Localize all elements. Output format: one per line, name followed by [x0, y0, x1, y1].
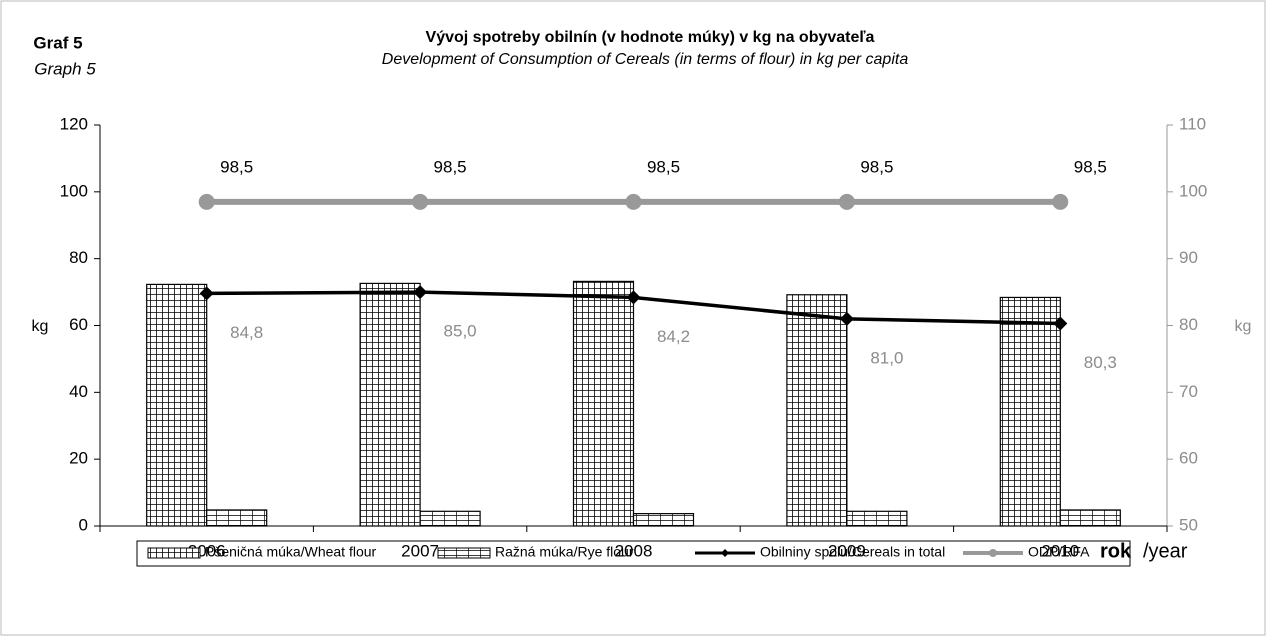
data-label: 98,5 [1074, 157, 1107, 176]
legend-swatch [989, 549, 997, 557]
x-tick-label: 2007 [401, 541, 439, 560]
y2-tick-label: 70 [1179, 382, 1198, 401]
chart-title: Vývoj spotreby obilnín (v hodnote múky) … [426, 29, 875, 46]
y2-tick-label: 90 [1179, 248, 1198, 267]
legend-label: ODP/RFA [1028, 544, 1090, 560]
bar [146, 283, 208, 527]
legend-swatch [721, 549, 729, 557]
data-label: 98,5 [220, 157, 253, 176]
bar [572, 280, 635, 527]
bar [206, 509, 268, 527]
x-tick-label: 2008 [615, 541, 653, 560]
legend-swatch [437, 547, 491, 559]
marker [838, 193, 855, 210]
graph-label-en: Graph 5 [34, 59, 96, 78]
marker [198, 193, 215, 210]
marker [839, 311, 854, 326]
y-tick-label: 0 [79, 515, 88, 534]
data-label: 80,3 [1084, 353, 1117, 372]
bar [1059, 509, 1121, 527]
marker [412, 193, 429, 210]
y2-axis-label: kg [1235, 318, 1252, 335]
x-tick-label: 2010 [1041, 541, 1079, 560]
marker [1053, 316, 1068, 331]
legend-label: Obilniny spolu/Cereals in total [760, 544, 945, 560]
y-tick-label: 100 [60, 181, 88, 200]
data-label: 98,5 [434, 157, 467, 176]
data-label: 84,8 [230, 323, 263, 342]
bar [786, 294, 848, 527]
legend [136, 540, 1131, 567]
y2-tick-label: 100 [1179, 181, 1207, 200]
marker [199, 286, 214, 301]
marker [626, 290, 641, 305]
marker [1052, 193, 1069, 210]
bar [632, 513, 695, 527]
data-label: 84,2 [657, 327, 690, 346]
bar [419, 510, 481, 527]
y2-tick-label: 50 [1179, 515, 1198, 534]
bar [846, 510, 908, 527]
x-axis-label: /year [1143, 540, 1188, 562]
data-label: 85,0 [444, 322, 477, 341]
y-tick-label: 120 [60, 114, 88, 133]
marker [625, 193, 642, 210]
data-label: 98,5 [647, 157, 680, 176]
data-label: 98,5 [860, 157, 893, 176]
y2-tick-label: 80 [1179, 315, 1198, 334]
y-tick-label: 60 [69, 315, 88, 334]
y2-tick-label: 110 [1179, 114, 1206, 133]
x-tick-label: 2009 [828, 541, 866, 560]
data-label: 81,0 [870, 348, 903, 367]
y2-tick-label: 60 [1179, 449, 1198, 468]
graph-label: Graf 5 [33, 33, 82, 52]
y-tick-label: 20 [69, 449, 88, 468]
legend-label: Pšeničná múka/Wheat flour [205, 544, 377, 560]
y-axis-label: kg [32, 318, 49, 335]
chart-subtitle: Development of Consumption of Cereals (i… [382, 51, 909, 68]
bar [999, 296, 1061, 527]
y-tick-label: 40 [69, 382, 88, 401]
legend-swatch [147, 547, 201, 559]
x-axis-label: rok [1100, 540, 1132, 562]
y-tick-label: 80 [69, 248, 88, 267]
marker [413, 285, 428, 300]
bar [359, 282, 421, 527]
legend-label: Ražná múka/Rye flour [495, 544, 634, 560]
